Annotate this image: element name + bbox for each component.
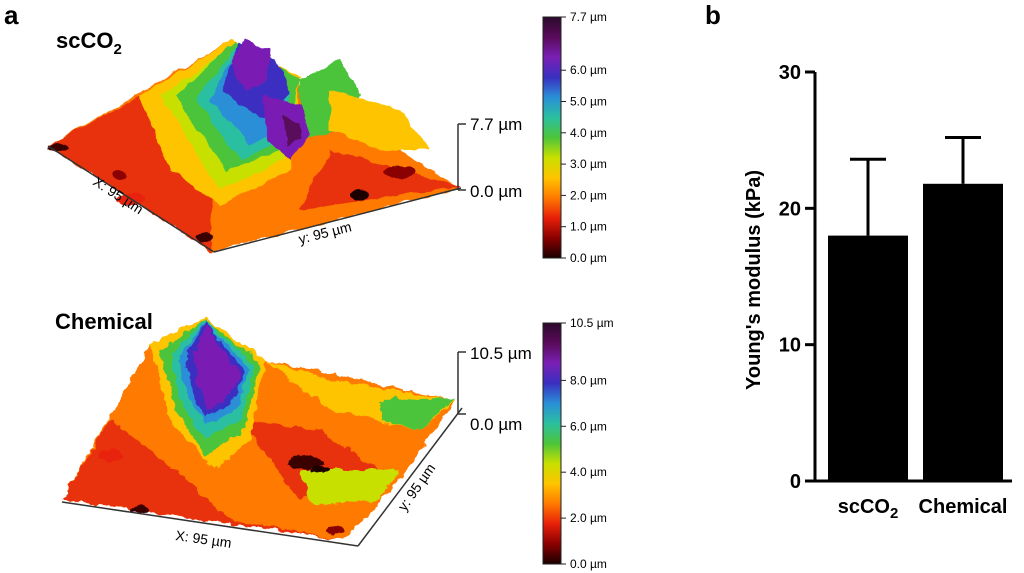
colorbar-tick-label: 0.0 µm <box>570 557 607 571</box>
bar-1 <box>828 236 908 481</box>
colorbar-scco2-fill <box>543 17 561 258</box>
colorbar-tick-label: 8.0 µm <box>570 373 607 387</box>
panel-b: b 0 10 20 30 scCO2 Chemical Young's modulus (… <box>705 0 1012 522</box>
colorbar-chemical: 10.5 µm 8.0 µm 6.0 µm 4.0 µm 2.0 µm 0.0 µm <box>543 316 614 571</box>
colorbar-tick-label: 0.0 µm <box>570 251 607 265</box>
y-tick-label: 30 <box>779 62 801 84</box>
colorbar-tick-label: 2.0 µm <box>570 188 607 202</box>
colorbar-tick-label: 3.0 µm <box>570 157 607 171</box>
colorbar-tick-label: 1.0 µm <box>570 220 607 234</box>
bar-2 <box>923 184 1003 481</box>
figure-canvas: a scCO2 <box>0 0 1024 573</box>
surface-plot-chemical: Chemical <box>55 309 614 571</box>
colorbar-tick-label: 6.0 µm <box>570 419 607 433</box>
panel-a: a scCO2 <box>4 0 614 571</box>
colorbar-tick-label: 4.0 µm <box>570 126 607 140</box>
category-label-2: Chemical <box>919 496 1008 518</box>
colorbar-tick-label: 10.5 µm <box>570 316 614 330</box>
colorbar-tick-label: 2.0 µm <box>570 511 607 525</box>
y-tick-label: 20 <box>779 198 801 220</box>
category-label-1: scCO2 <box>838 496 899 522</box>
zaxis-bottom-label-chemical: 0.0 µm <box>470 415 522 434</box>
panel-b-letter: b <box>705 0 721 30</box>
zaxis-top-label-chemical: 10.5 µm <box>470 344 532 363</box>
surface-plot-scco2: scCO2 <box>48 10 607 265</box>
colorbar-tick-label: 7.7 µm <box>570 10 607 24</box>
bar-chart: 0 10 20 30 scCO2 Chemical <box>779 62 1012 522</box>
y-tick-label: 0 <box>790 471 801 493</box>
panel-a-letter: a <box>4 0 19 30</box>
colorbar-tick-label: 5.0 µm <box>570 95 607 109</box>
zaxis-top-label-scco2: 7.7 µm <box>470 115 522 134</box>
x-dimension-label-chemical: X: 95 µm <box>175 527 233 551</box>
colorbar-tick-label: 4.0 µm <box>570 465 607 479</box>
colorbar-chemical-fill <box>543 323 561 564</box>
surface-3d-scco2 <box>48 38 460 252</box>
y-axis-label: Young's modulus (kPa) <box>743 170 765 390</box>
surface-title-chemical: Chemical <box>55 309 153 334</box>
surface-title-scco2: scCO2 <box>56 28 122 58</box>
colorbar-tick-label: 6.0 µm <box>570 63 607 77</box>
zaxis-bottom-label-scco2: 0.0 µm <box>470 182 522 201</box>
y-tick-label: 10 <box>779 335 801 357</box>
colorbar-scco2: 7.7 µm 6.0 µm 5.0 µm 4.0 µm 3.0 µm 2.0 µm 1.0 … <box>543 10 607 265</box>
